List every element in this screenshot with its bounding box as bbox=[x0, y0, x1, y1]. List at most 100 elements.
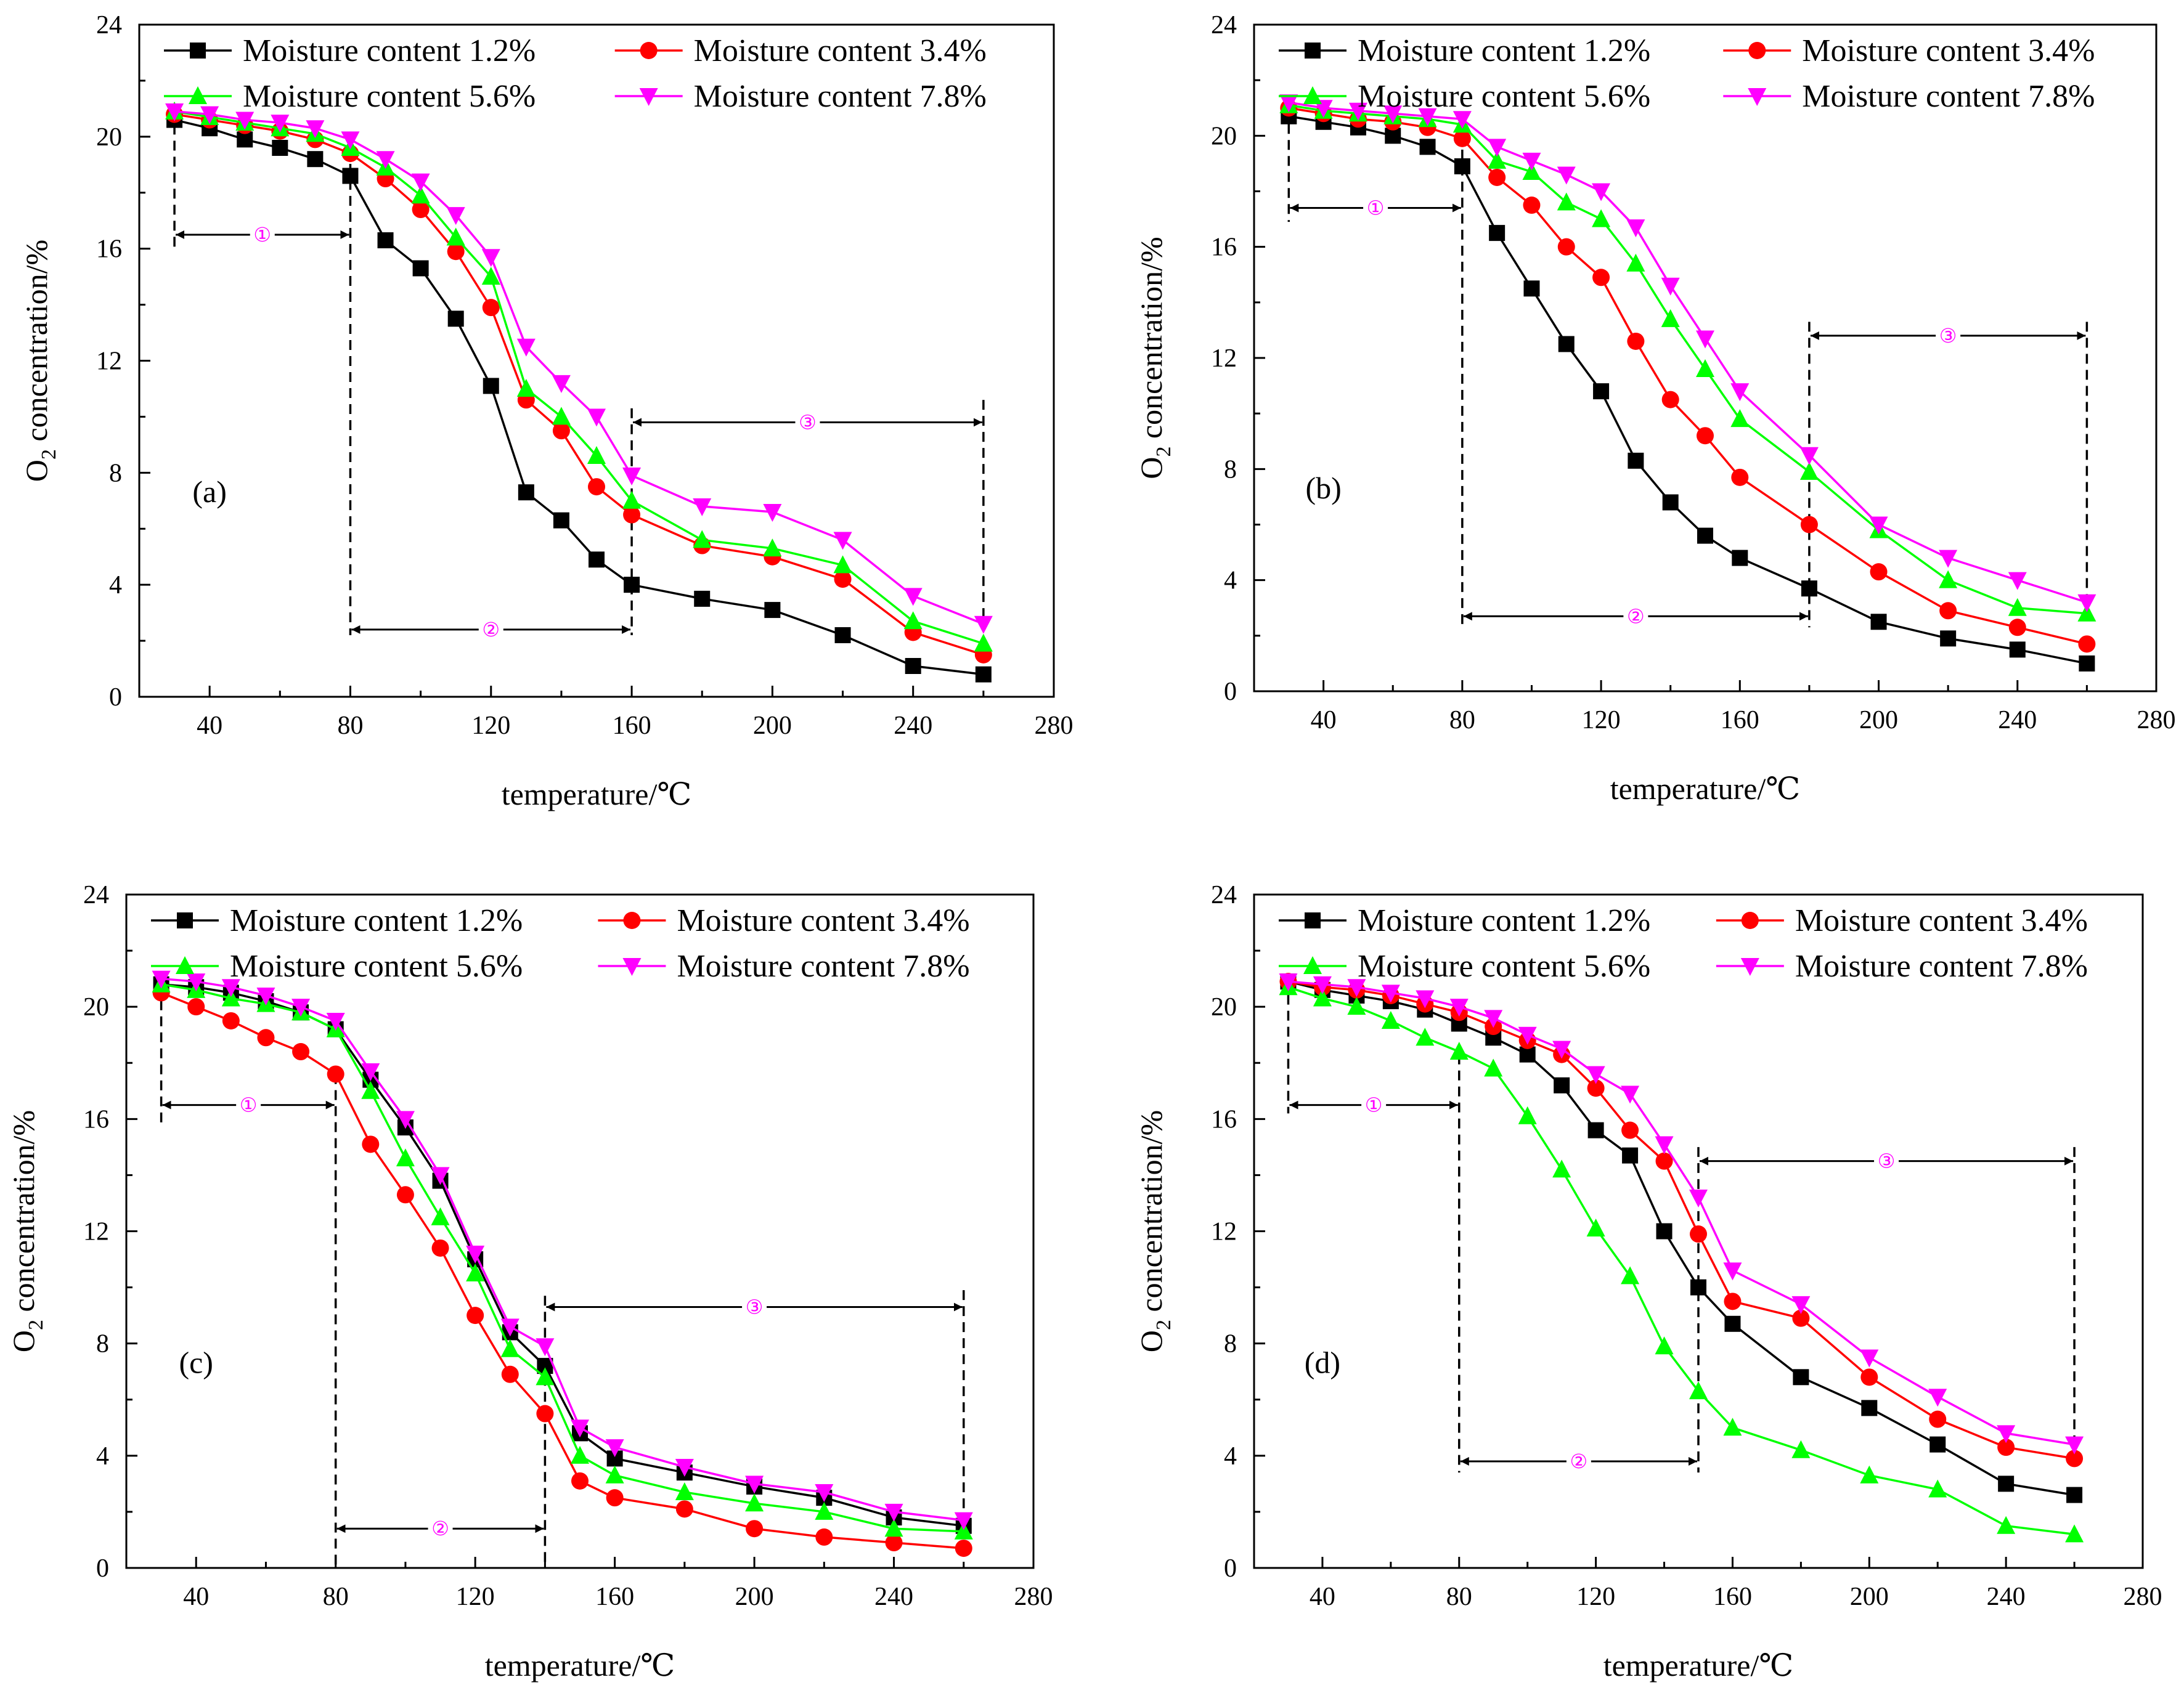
series-2 bbox=[165, 101, 993, 652]
data-point bbox=[622, 490, 642, 509]
data-point bbox=[187, 973, 206, 992]
legend-item: Moisture content 3.4% bbox=[598, 903, 970, 938]
data-point bbox=[903, 588, 923, 606]
y-axis-label-main: O bbox=[1134, 457, 1168, 479]
stage-label-bg bbox=[1936, 323, 1961, 348]
data-point bbox=[516, 338, 536, 357]
y-tick-label: 8 bbox=[1224, 1330, 1237, 1358]
data-point bbox=[518, 484, 534, 501]
legend-label: Moisture content 5.6% bbox=[1358, 949, 1650, 984]
data-point bbox=[693, 498, 712, 516]
y-tick-label: 12 bbox=[83, 1218, 109, 1246]
legend-item: Moisture content 1.2% bbox=[164, 33, 536, 68]
legend-marker bbox=[190, 43, 206, 59]
data-point bbox=[675, 1482, 694, 1501]
data-point bbox=[307, 151, 324, 168]
data-point bbox=[222, 1012, 240, 1029]
y-tick-label: 8 bbox=[1224, 455, 1237, 484]
legend-label: Moisture content 5.6% bbox=[230, 949, 523, 984]
data-point bbox=[2008, 619, 2026, 636]
data-point bbox=[1861, 1400, 1878, 1416]
data-point bbox=[1347, 979, 1366, 997]
x-tick-label: 200 bbox=[1859, 706, 1898, 734]
data-point bbox=[1484, 1010, 1503, 1028]
x-tick-label: 200 bbox=[735, 1583, 774, 1611]
legend-label: Moisture content 7.8% bbox=[1802, 79, 2095, 114]
x-tick-label: 120 bbox=[1582, 706, 1621, 734]
data-point bbox=[1655, 1336, 1674, 1355]
data-point bbox=[1730, 383, 1750, 402]
x-tick-label: 240 bbox=[1998, 706, 2037, 734]
y-axis-label: O2 concentration/% bbox=[1134, 237, 1175, 479]
data-point bbox=[481, 267, 500, 285]
data-point bbox=[1523, 280, 1540, 297]
data-point bbox=[954, 1521, 973, 1540]
stage-label: ① bbox=[1367, 197, 1385, 219]
x-tick-label: 160 bbox=[1713, 1583, 1752, 1611]
series-0 bbox=[153, 976, 972, 1534]
data-point bbox=[500, 1339, 520, 1357]
series-3 bbox=[1279, 973, 2084, 1455]
stage-label-bg bbox=[1623, 604, 1648, 629]
x-axis-label: temperature/℃ bbox=[1603, 1648, 1794, 1683]
data-point bbox=[1314, 100, 1333, 118]
data-point bbox=[1626, 219, 1645, 238]
x-tick-label: 40 bbox=[197, 712, 222, 740]
y-tick-label: 16 bbox=[83, 1105, 109, 1134]
stage-label: ② bbox=[482, 619, 500, 641]
legend-label: Moisture content 3.4% bbox=[1795, 903, 2088, 938]
legend-label: Moisture content 1.2% bbox=[1358, 903, 1650, 938]
legend-item: Moisture content 3.4% bbox=[1716, 903, 2088, 938]
data-point bbox=[1348, 102, 1367, 121]
data-point bbox=[306, 120, 325, 139]
data-point bbox=[1655, 1152, 1673, 1170]
data-point bbox=[1621, 1086, 1640, 1104]
data-point bbox=[1793, 1369, 1809, 1386]
series-line bbox=[1289, 115, 2087, 665]
data-point bbox=[884, 1503, 903, 1522]
data-point bbox=[1724, 1293, 1742, 1310]
legend-item: Moisture content 5.6% bbox=[164, 79, 536, 114]
y-tick-label: 24 bbox=[1211, 881, 1237, 909]
data-point bbox=[362, 1135, 380, 1153]
data-point bbox=[833, 555, 852, 574]
x-tick-label: 120 bbox=[471, 712, 510, 740]
y-axis-label-sub: 2 bbox=[1152, 447, 1175, 457]
data-point bbox=[1732, 550, 1748, 566]
data-point bbox=[764, 602, 781, 619]
x-tick-label: 200 bbox=[1850, 1583, 1889, 1611]
data-point bbox=[605, 1439, 624, 1458]
data-point bbox=[221, 979, 240, 997]
stage-label: ① bbox=[240, 1094, 258, 1116]
data-point bbox=[2078, 635, 2096, 653]
data-point bbox=[536, 1405, 554, 1423]
legend-label: Moisture content 5.6% bbox=[243, 79, 536, 114]
panel-a: 40 80 120 160 200 240 280 0 4 8 12 16 20 24 temperatur… bbox=[19, 11, 1074, 811]
stage-label: ③ bbox=[799, 412, 817, 434]
data-point bbox=[675, 1500, 693, 1518]
data-point bbox=[1557, 166, 1576, 185]
data-point bbox=[2066, 1450, 2084, 1468]
y-axis-label-rest: concentration/% bbox=[19, 240, 54, 449]
data-point bbox=[1661, 309, 1680, 327]
data-point bbox=[446, 227, 465, 246]
y-tick-label: 16 bbox=[1211, 1105, 1237, 1134]
data-point bbox=[152, 970, 171, 989]
legend-label: Moisture content 1.2% bbox=[1358, 33, 1650, 68]
data-point bbox=[466, 1245, 485, 1264]
y-axis-label-rest: concentration/% bbox=[6, 1110, 41, 1320]
data-point bbox=[257, 1029, 275, 1047]
y-axis-label-main: O bbox=[1134, 1330, 1168, 1352]
data-point bbox=[447, 311, 464, 327]
stage-label: ③ bbox=[746, 1296, 764, 1318]
data-point bbox=[1383, 105, 1403, 124]
data-point bbox=[516, 378, 536, 397]
data-point bbox=[2077, 603, 2096, 622]
data-point bbox=[341, 131, 360, 150]
data-point bbox=[1453, 111, 1472, 129]
data-point bbox=[1799, 461, 1819, 480]
y-tick-label: 20 bbox=[1211, 993, 1237, 1021]
y-tick-label: 12 bbox=[96, 347, 122, 376]
data-point bbox=[1626, 253, 1645, 272]
x-tick-label: 80 bbox=[1446, 1583, 1472, 1611]
